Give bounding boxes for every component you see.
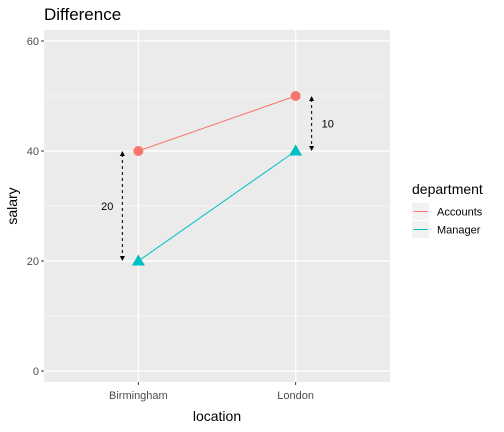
legend-label: Accounts xyxy=(437,207,483,219)
y-tick-label: 60 xyxy=(27,36,39,48)
data-point xyxy=(131,254,145,266)
legend-title: department xyxy=(412,181,483,197)
y-tick-label: 0 xyxy=(33,366,39,378)
data-point xyxy=(290,91,301,101)
difference-arrowhead-bottom xyxy=(119,256,125,261)
x-tick-label: London xyxy=(277,390,314,402)
data-point xyxy=(289,144,303,156)
difference-arrowhead-bottom xyxy=(309,146,315,151)
difference-arrowhead-top xyxy=(119,151,125,156)
difference-arrowhead-top xyxy=(309,96,315,101)
x-tick-label: Birmingham xyxy=(109,390,168,402)
y-tick-label: 40 xyxy=(27,146,39,158)
x-axis-title: location xyxy=(193,408,241,424)
series-line xyxy=(138,95,296,152)
chart-title: Difference xyxy=(44,5,121,24)
y-axis-title: salary xyxy=(4,187,20,224)
legend: department Accounts Manager xyxy=(412,181,483,238)
axis-ticks: 0 20 40 60 Birmingham London xyxy=(27,36,314,402)
difference-label: 10 xyxy=(322,119,334,131)
series-layer xyxy=(131,91,303,266)
data-point xyxy=(133,146,144,156)
series-line xyxy=(138,150,296,262)
y-tick-label: 20 xyxy=(27,256,39,268)
difference-label: 20 xyxy=(101,201,113,213)
legend-label: Manager xyxy=(437,225,481,237)
